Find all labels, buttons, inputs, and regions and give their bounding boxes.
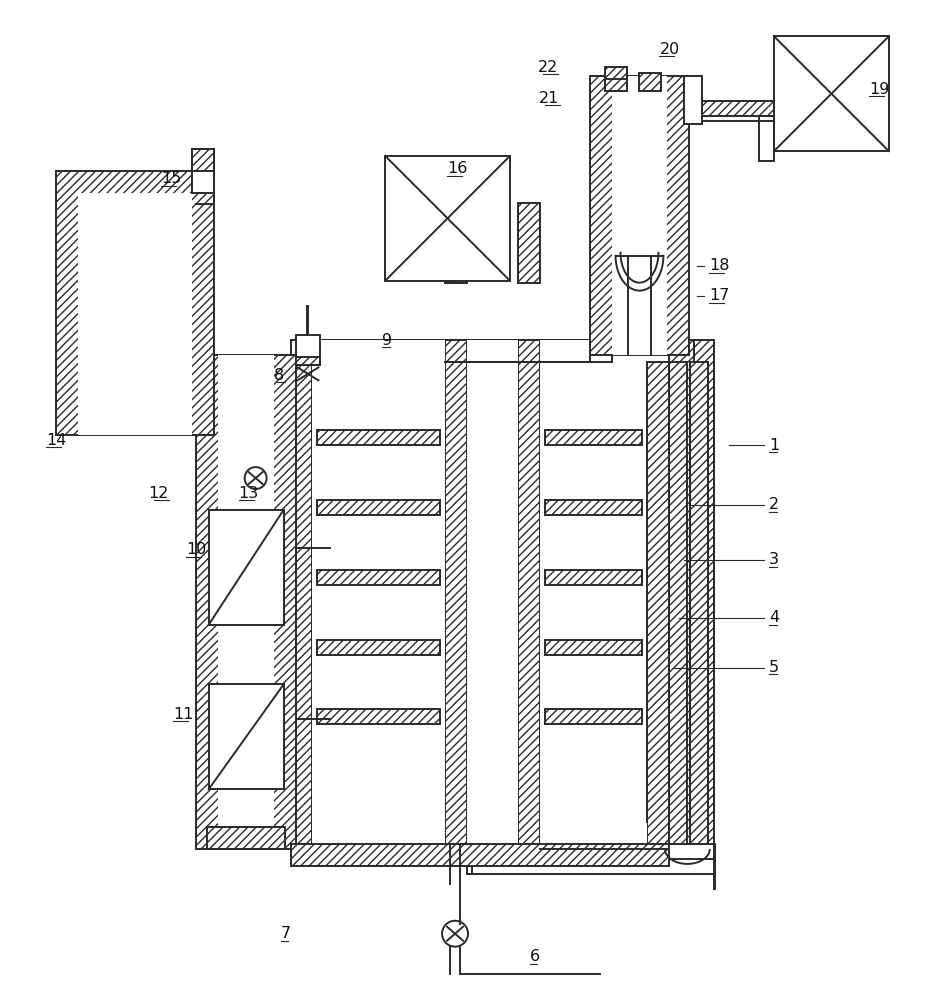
Bar xyxy=(669,362,687,844)
Bar xyxy=(669,340,695,844)
Bar xyxy=(290,340,669,362)
Bar xyxy=(317,570,440,585)
Text: 3: 3 xyxy=(769,552,779,567)
Bar xyxy=(218,355,273,849)
Bar xyxy=(759,116,774,161)
Bar xyxy=(290,844,669,866)
Bar xyxy=(290,340,313,844)
Bar xyxy=(192,149,213,171)
Text: 20: 20 xyxy=(660,42,680,57)
Bar xyxy=(467,340,518,844)
Bar xyxy=(317,430,440,445)
Text: 13: 13 xyxy=(239,486,259,501)
Bar xyxy=(209,684,284,789)
Text: 12: 12 xyxy=(149,486,168,501)
Bar xyxy=(545,709,642,724)
Text: 11: 11 xyxy=(173,707,194,722)
Text: 7: 7 xyxy=(281,926,291,941)
Bar xyxy=(518,340,540,844)
Bar xyxy=(209,510,284,625)
Bar xyxy=(684,76,702,124)
Bar xyxy=(689,101,774,116)
Text: 15: 15 xyxy=(161,171,182,186)
Bar xyxy=(313,340,446,844)
Bar xyxy=(317,640,440,655)
Text: 22: 22 xyxy=(537,60,558,75)
Text: 1: 1 xyxy=(769,438,780,453)
Bar xyxy=(296,357,320,365)
Bar xyxy=(207,827,285,849)
Bar xyxy=(540,340,648,844)
Text: 19: 19 xyxy=(869,82,889,97)
Bar xyxy=(79,193,192,435)
Bar xyxy=(691,362,709,844)
Bar xyxy=(467,859,715,874)
Bar xyxy=(545,640,642,655)
Text: 9: 9 xyxy=(382,333,392,348)
Text: 4: 4 xyxy=(769,610,780,625)
Text: 18: 18 xyxy=(709,258,730,273)
Bar xyxy=(695,340,714,844)
Bar xyxy=(545,570,642,585)
Bar xyxy=(317,500,440,515)
Text: 5: 5 xyxy=(769,660,780,675)
Bar xyxy=(605,67,626,79)
Bar xyxy=(446,203,467,283)
Bar xyxy=(290,822,669,844)
Bar xyxy=(317,709,440,724)
Bar xyxy=(611,76,667,355)
Bar xyxy=(192,149,213,193)
Bar xyxy=(56,171,213,435)
Bar xyxy=(689,101,774,116)
Bar xyxy=(518,203,540,283)
Bar xyxy=(545,500,642,515)
Text: 8: 8 xyxy=(274,368,285,383)
Bar xyxy=(774,36,889,151)
Bar xyxy=(648,340,669,844)
Bar xyxy=(290,340,669,362)
Bar xyxy=(296,335,320,365)
Text: 17: 17 xyxy=(709,288,730,303)
Bar xyxy=(446,340,467,844)
Text: 2: 2 xyxy=(769,497,780,512)
Bar xyxy=(386,156,510,281)
Text: 14: 14 xyxy=(46,433,66,448)
Text: 6: 6 xyxy=(530,949,540,964)
Bar xyxy=(196,355,296,849)
Bar xyxy=(545,430,642,445)
Bar xyxy=(639,73,662,91)
Bar xyxy=(590,76,689,355)
Bar xyxy=(605,73,626,91)
Text: 10: 10 xyxy=(186,542,206,557)
Text: 21: 21 xyxy=(539,91,560,106)
Text: 16: 16 xyxy=(447,161,467,176)
